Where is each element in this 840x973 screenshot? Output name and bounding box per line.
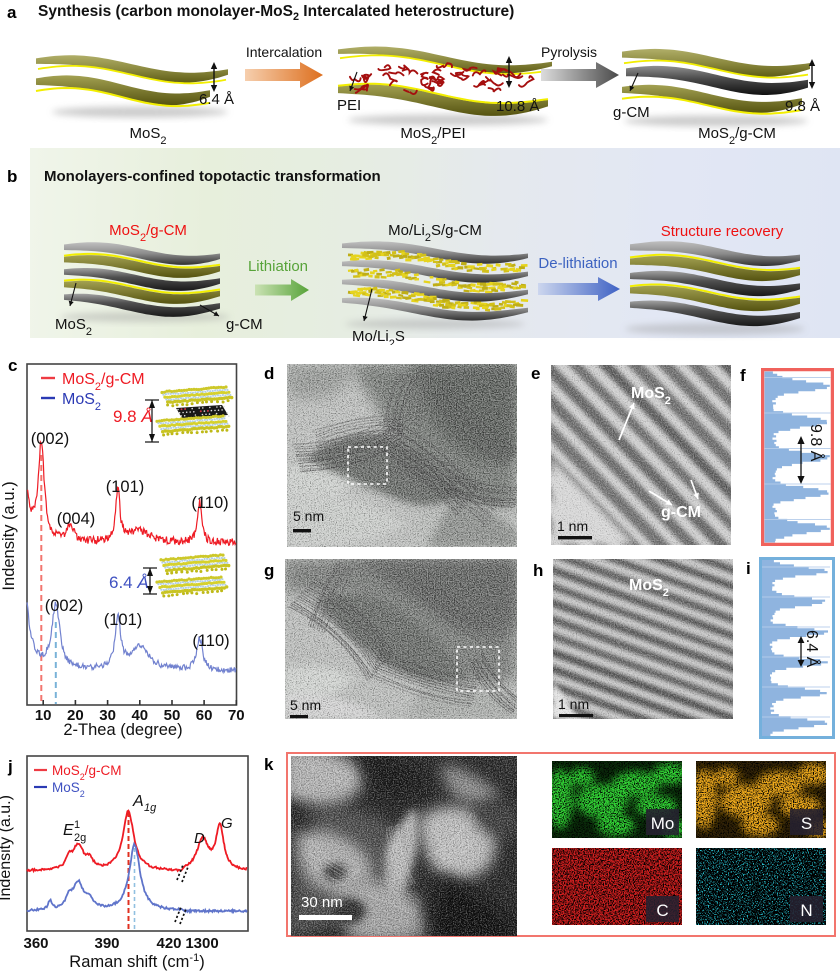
svg-text:Indensity (a.u.): Indensity (a.u.) <box>0 481 18 590</box>
svg-text:(110): (110) <box>191 494 228 512</box>
svg-text:C: C <box>656 901 668 920</box>
svg-text:1300: 1300 <box>185 935 218 952</box>
svg-text:50: 50 <box>164 707 181 724</box>
svg-text:MoS2/g-CM: MoS2/g-CM <box>109 222 187 244</box>
svg-text:De-lithiation: De-lithiation <box>538 255 617 272</box>
svg-text:6.4 Å: 6.4 Å <box>199 91 234 108</box>
svg-text:Mo: Mo <box>651 814 675 833</box>
svg-text:(101): (101) <box>106 478 145 496</box>
svg-text:Indensity (a.u.): Indensity (a.u.) <box>0 795 14 901</box>
svg-text:g-CM: g-CM <box>661 504 701 521</box>
svg-text:1: 1 <box>74 819 80 831</box>
svg-text:20: 20 <box>67 707 84 724</box>
svg-text:6.4 Å: 6.4 Å <box>109 573 149 592</box>
svg-text:2g: 2g <box>74 832 86 844</box>
svg-text:A: A <box>132 793 144 810</box>
svg-text:MoS2/g-CM: MoS2/g-CM <box>62 371 145 393</box>
svg-text:6.4 Å: 6.4 Å <box>803 630 822 668</box>
svg-text:30 nm: 30 nm <box>301 894 343 911</box>
svg-text:Raman shift (cm-1): Raman shift (cm-1) <box>69 952 204 971</box>
svg-text:9.8 Å: 9.8 Å <box>785 98 820 115</box>
svg-text:1g: 1g <box>144 802 157 814</box>
svg-text:60: 60 <box>196 707 213 724</box>
svg-text:Lithiation: Lithiation <box>248 258 308 275</box>
svg-text:5 nm: 5 nm <box>293 508 324 524</box>
svg-text:1 nm: 1 nm <box>557 518 588 534</box>
svg-text:30: 30 <box>99 707 116 724</box>
svg-text:(110): (110) <box>192 632 229 650</box>
svg-text:2-Thea (degree): 2-Thea (degree) <box>63 721 182 739</box>
svg-text:1 nm: 1 nm <box>558 696 589 712</box>
svg-text:MoS2: MoS2 <box>55 316 92 338</box>
svg-text:70: 70 <box>228 707 245 724</box>
svg-text:S: S <box>801 814 812 833</box>
svg-text:(002): (002) <box>31 430 70 448</box>
svg-text:10: 10 <box>35 707 52 724</box>
svg-text:390: 390 <box>94 935 119 952</box>
svg-text:MoS2/PEI: MoS2/PEI <box>400 125 465 147</box>
svg-text:MoS2/g-CM: MoS2/g-CM <box>698 125 776 147</box>
svg-text:40: 40 <box>131 707 148 724</box>
svg-text:N: N <box>800 901 812 920</box>
svg-text:5 nm: 5 nm <box>290 697 321 713</box>
svg-text:PEI: PEI <box>337 97 361 114</box>
svg-text:MoS2/g-CM: MoS2/g-CM <box>52 763 122 782</box>
svg-text:g-CM: g-CM <box>226 316 263 333</box>
svg-text:Structure recovery: Structure recovery <box>661 223 784 240</box>
svg-text:g-CM: g-CM <box>613 104 650 121</box>
svg-text:E: E <box>63 822 74 839</box>
svg-text:(002): (002) <box>45 597 84 615</box>
svg-text:D: D <box>194 830 205 847</box>
svg-text:MoS2: MoS2 <box>62 391 101 413</box>
svg-text:360: 360 <box>23 935 48 952</box>
svg-text:MoS2: MoS2 <box>52 780 85 799</box>
svg-text:10.8 Å: 10.8 Å <box>496 98 539 115</box>
svg-text:9.8 Å: 9.8 Å <box>113 407 153 426</box>
svg-text:Pyrolysis: Pyrolysis <box>541 44 597 60</box>
svg-text:(004): (004) <box>57 510 96 528</box>
svg-text:MoS2: MoS2 <box>631 385 671 407</box>
svg-text:Intercalation: Intercalation <box>246 44 322 60</box>
svg-text:9.8 Å: 9.8 Å <box>807 424 826 462</box>
svg-text:(101): (101) <box>104 611 143 629</box>
svg-text:G: G <box>221 815 233 832</box>
svg-text:Mo/Li2S/g-CM: Mo/Li2S/g-CM <box>388 222 482 244</box>
svg-text:Mo/Li2S: Mo/Li2S <box>352 328 405 345</box>
svg-text:MoS2: MoS2 <box>130 125 167 147</box>
svg-text:MoS2: MoS2 <box>629 577 669 599</box>
svg-text:420: 420 <box>156 935 181 952</box>
